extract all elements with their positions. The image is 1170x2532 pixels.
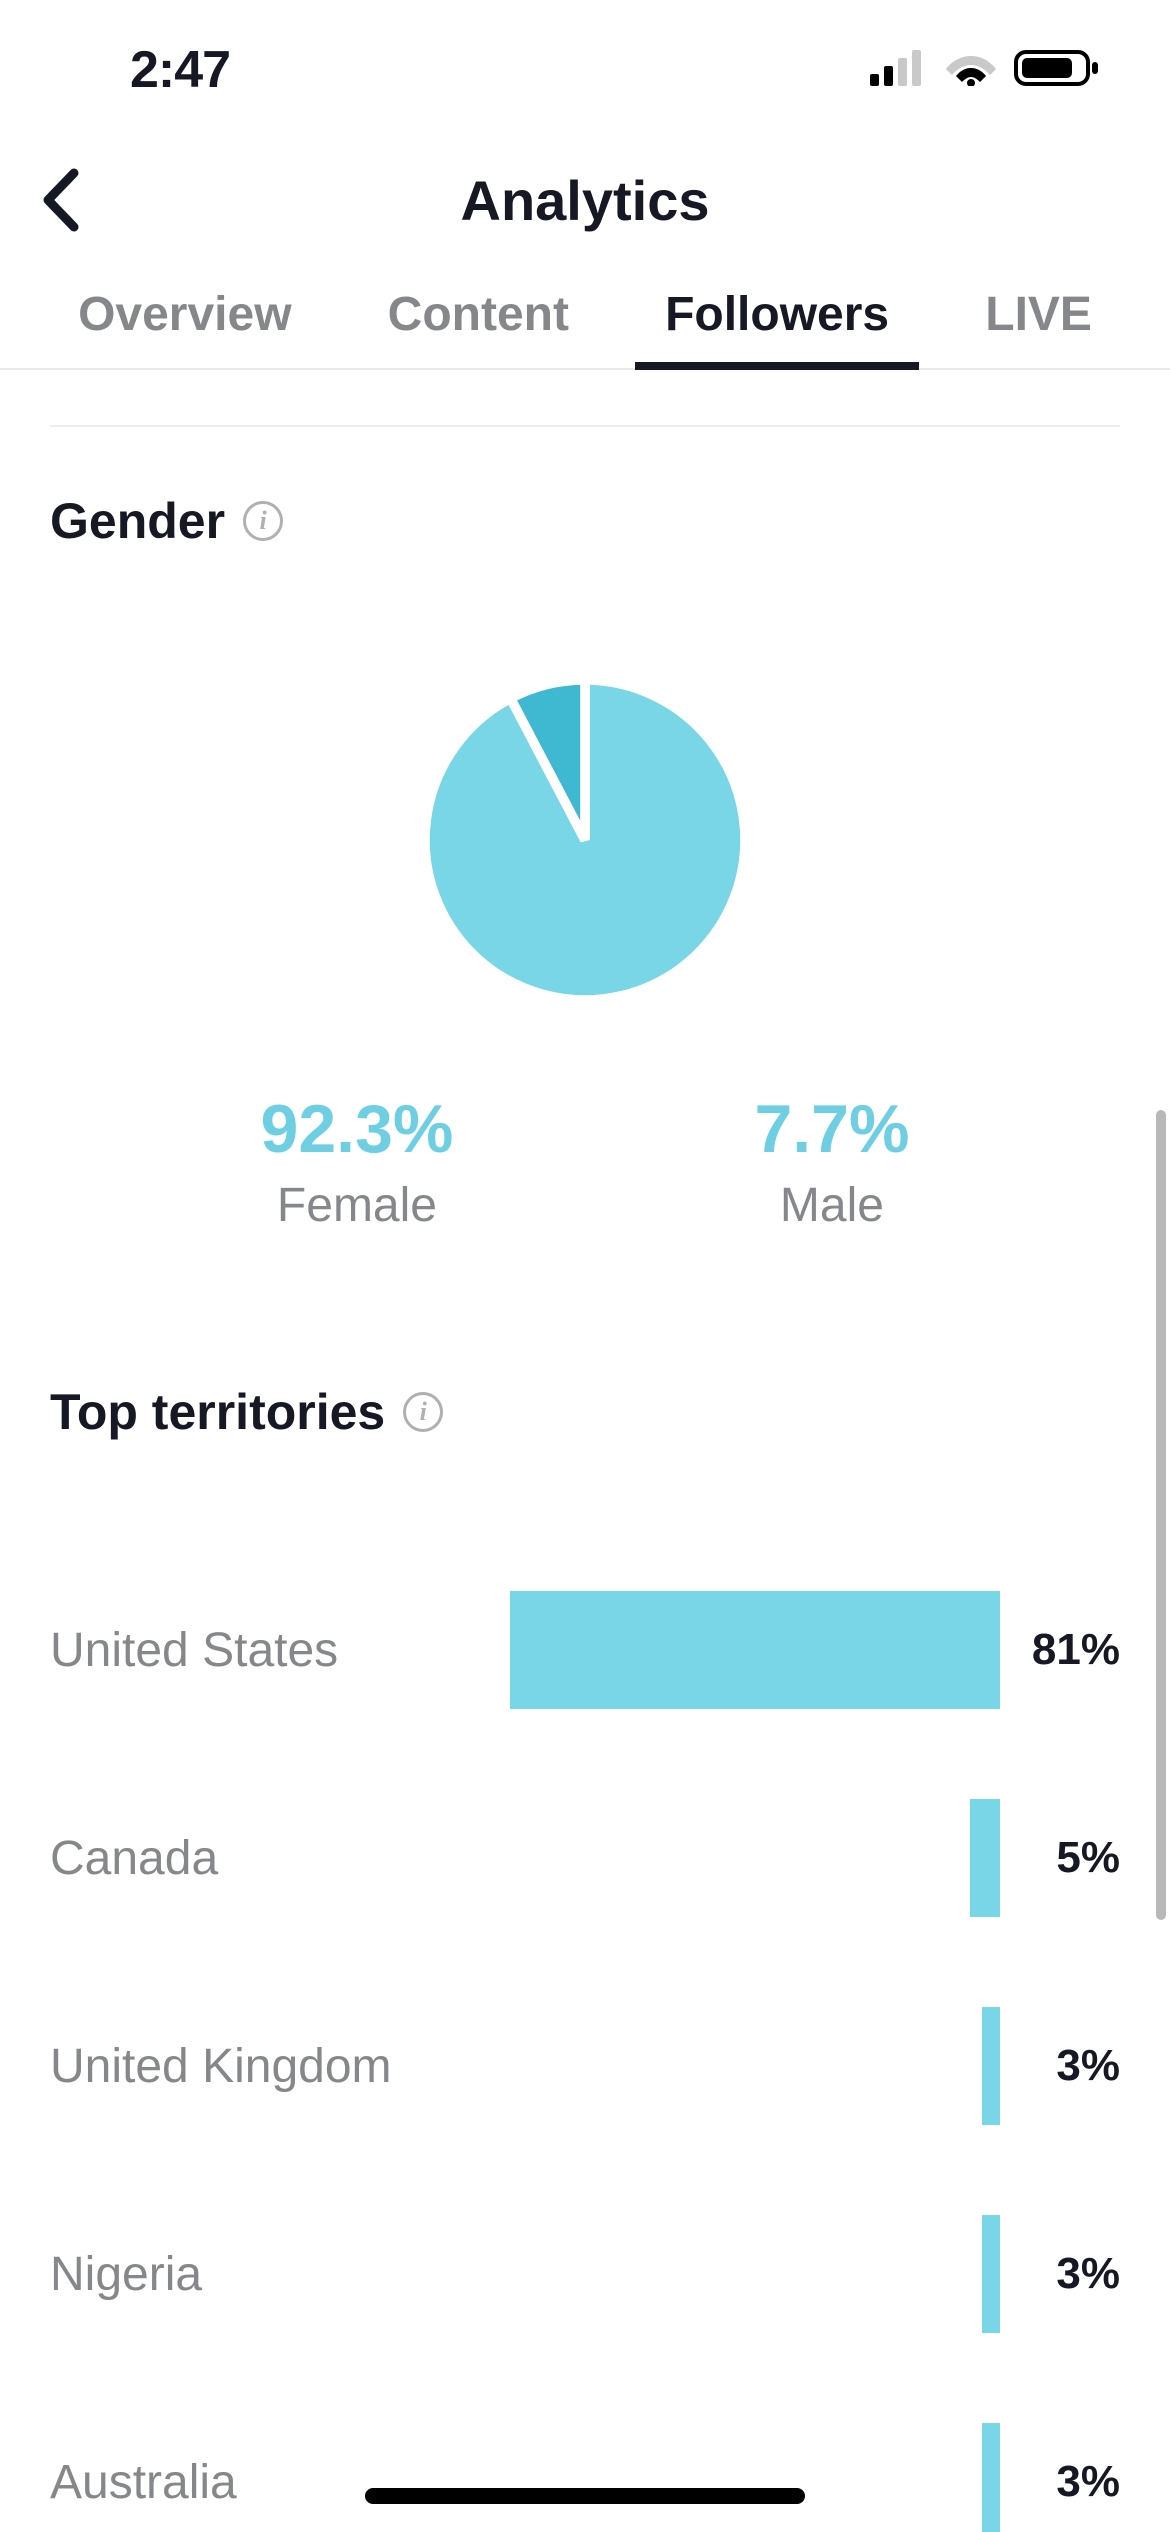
gender-title: Gender	[50, 492, 225, 550]
gender-female-label: Female	[261, 1178, 454, 1233]
gender-pie-chart	[50, 680, 1120, 1000]
home-indicator[interactable]	[365, 2488, 805, 2504]
gender-female-pct: 92.3%	[261, 1090, 454, 1168]
territories-list: United States 81% Canada 5% United Kingd…	[50, 1591, 1120, 2532]
status-time: 2:47	[130, 40, 230, 100]
chevron-left-icon	[40, 165, 82, 235]
gender-male-label: Male	[754, 1178, 909, 1233]
territory-bar-area	[480, 2007, 1000, 2125]
wifi-icon	[946, 50, 996, 91]
gender-stats: 92.3% Female 7.7% Male	[50, 1090, 1120, 1233]
battery-icon	[1014, 48, 1100, 93]
app-header: Analytics	[0, 140, 1170, 260]
territory-bar	[970, 1799, 1000, 1917]
status-icons	[870, 48, 1100, 93]
territory-bar-area	[480, 2215, 1000, 2333]
territory-bar	[510, 1591, 1000, 1709]
scroll-indicator[interactable]	[1156, 1110, 1166, 1920]
territory-bar	[982, 2007, 1000, 2125]
territories-section-header: Top territories i	[50, 1383, 1120, 1441]
territory-bar-area	[480, 1591, 1000, 1709]
territory-name: United Kingdom	[50, 2039, 480, 2094]
status-bar: 2:47	[0, 0, 1170, 140]
territory-bar-area	[480, 1799, 1000, 1917]
tab-live[interactable]: LIVE	[965, 260, 1112, 368]
gender-section-header: Gender i	[50, 492, 1120, 550]
territory-row: Canada 5%	[50, 1799, 1120, 1917]
pie-svg	[425, 680, 745, 1000]
territory-bar	[982, 2423, 1000, 2532]
territories-title: Top territories	[50, 1383, 385, 1441]
territory-pct: 81%	[1020, 1625, 1120, 1675]
territory-row: United States 81%	[50, 1591, 1120, 1709]
tab-content[interactable]: Content	[368, 260, 589, 368]
territory-pct: 3%	[1020, 2457, 1120, 2507]
gender-female: 92.3% Female	[261, 1090, 454, 1233]
territory-pct: 3%	[1020, 2041, 1120, 2091]
divider	[50, 425, 1120, 427]
territory-name: Nigeria	[50, 2247, 480, 2302]
territory-name: United States	[50, 1623, 480, 1678]
tabs: Overview Content Followers LIVE	[0, 260, 1170, 370]
info-icon[interactable]: i	[403, 1392, 443, 1432]
cellular-icon	[870, 50, 928, 91]
territory-bar	[982, 2215, 1000, 2333]
territory-pct: 5%	[1020, 1833, 1120, 1883]
territory-pct: 3%	[1020, 2249, 1120, 2299]
tab-followers[interactable]: Followers	[645, 260, 909, 368]
territory-name: Canada	[50, 1831, 480, 1886]
territory-row: United Kingdom 3%	[50, 2007, 1120, 2125]
territory-row: Nigeria 3%	[50, 2215, 1120, 2333]
tab-overview[interactable]: Overview	[58, 260, 311, 368]
territory-bar-area	[480, 2423, 1000, 2532]
gender-male: 7.7% Male	[754, 1090, 909, 1233]
info-icon[interactable]: i	[243, 501, 283, 541]
page-title: Analytics	[461, 168, 710, 233]
territory-row: Australia 3%	[50, 2423, 1120, 2532]
gender-male-pct: 7.7%	[754, 1090, 909, 1168]
back-button[interactable]	[40, 165, 82, 235]
